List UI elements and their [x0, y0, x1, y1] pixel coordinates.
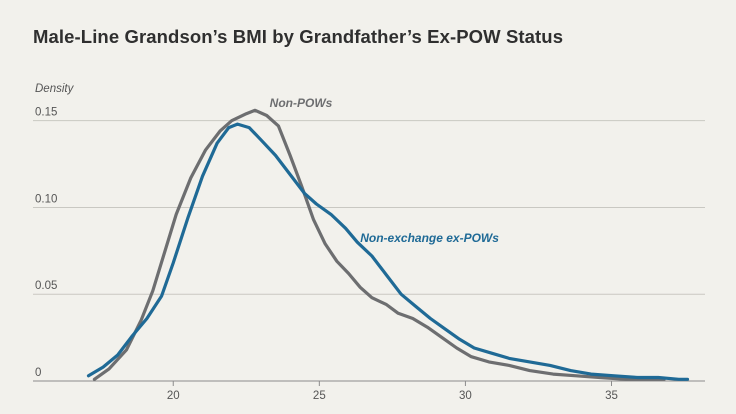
- chart-title: Male-Line Grandson’s BMI by Grandfather’…: [33, 26, 564, 47]
- label-layer: Non-POWs Non-exchange ex-POWs: [270, 96, 500, 245]
- series-line-non-pows: [92, 108, 666, 381]
- grid-layer: [33, 120, 705, 382]
- y-tick-label: 0.05: [35, 280, 57, 292]
- y-tick-label: 0.10: [35, 193, 57, 205]
- y-tick-label: 0.15: [35, 107, 57, 119]
- x-tick-label: 35: [605, 390, 618, 402]
- series-label-non-pows: Non-POWs: [270, 96, 333, 110]
- y-axis-title: Density: [35, 83, 75, 95]
- series-line-non-exchange-ex-pows: [86, 122, 690, 381]
- x-tick-label: 30: [459, 390, 472, 402]
- y-tick-label: 0: [35, 367, 41, 379]
- x-tick-label: 20: [167, 390, 180, 402]
- x-tick-label: 25: [313, 390, 326, 402]
- series-layer: [86, 108, 690, 381]
- series-label-non-exchange-ex-pows: Non-exchange ex-POWs: [360, 231, 499, 245]
- axis-layer: 0 0.05 0.10 0.15 Density 20 25 30 35: [35, 83, 618, 402]
